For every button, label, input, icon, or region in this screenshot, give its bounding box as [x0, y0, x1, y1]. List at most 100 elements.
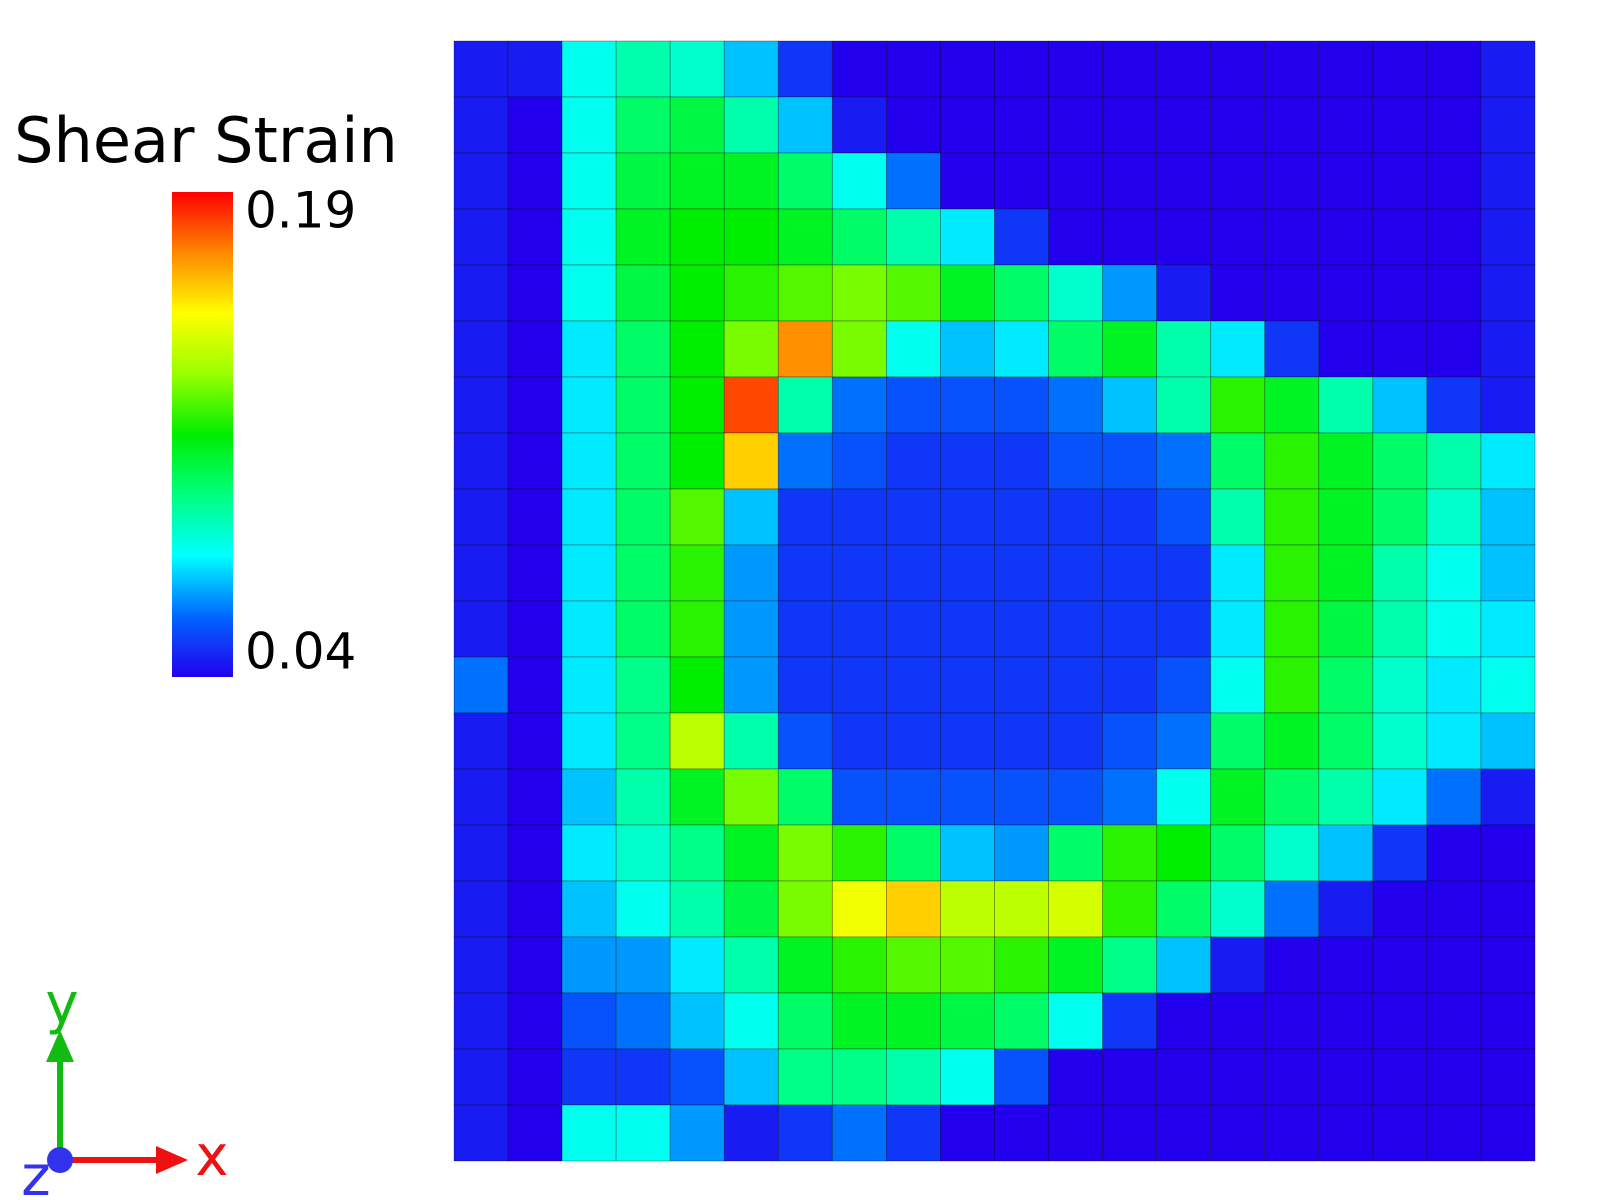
cell	[1210, 152, 1266, 210]
axes-triad: x y z	[21, 972, 228, 1200]
cell	[561, 656, 617, 714]
cell	[886, 992, 941, 1050]
cell	[940, 544, 995, 602]
cell	[777, 544, 833, 602]
cell	[453, 320, 509, 378]
cell	[940, 264, 995, 322]
cell	[1156, 208, 1212, 266]
cell	[1048, 768, 1104, 826]
cell	[1480, 432, 1536, 490]
cell	[1102, 936, 1158, 994]
cell	[1210, 600, 1266, 658]
cell	[1156, 264, 1212, 322]
cell	[1426, 320, 1482, 378]
cell	[669, 264, 725, 322]
cell	[507, 992, 563, 1050]
cell	[1102, 656, 1158, 714]
cell	[723, 376, 779, 434]
cell	[1048, 544, 1104, 602]
cell	[1264, 320, 1320, 378]
cell	[777, 264, 833, 322]
cell	[1426, 1104, 1482, 1162]
cell	[831, 152, 887, 210]
cell	[1372, 1048, 1428, 1106]
cell	[1102, 600, 1158, 658]
cell	[453, 824, 509, 882]
cell	[1372, 320, 1428, 378]
cell	[994, 600, 1049, 658]
cell	[994, 432, 1049, 490]
cell	[1102, 1104, 1158, 1162]
cell	[561, 40, 617, 98]
cell	[507, 96, 563, 154]
cell	[1318, 824, 1374, 882]
cell	[669, 432, 725, 490]
cell	[1480, 208, 1536, 266]
cell	[1210, 376, 1266, 434]
cell	[777, 376, 833, 434]
cell	[777, 40, 833, 98]
cell	[1480, 712, 1536, 770]
cell	[994, 1048, 1049, 1106]
cell	[1426, 880, 1482, 938]
y-axis-label: y	[45, 972, 78, 1037]
cell	[994, 488, 1049, 546]
cell	[777, 712, 833, 770]
cell	[1048, 1104, 1104, 1162]
cell	[1318, 96, 1374, 154]
cell	[1480, 376, 1536, 434]
cell	[1048, 208, 1104, 266]
cell	[886, 656, 941, 714]
cell	[1048, 992, 1104, 1050]
cell	[723, 488, 779, 546]
cell	[669, 1104, 725, 1162]
cell	[669, 600, 725, 658]
cell	[940, 432, 995, 490]
cell	[886, 208, 941, 266]
cell	[507, 376, 563, 434]
cell	[1048, 488, 1104, 546]
cell	[831, 1104, 887, 1162]
cell	[669, 40, 725, 98]
cell	[561, 544, 617, 602]
cell	[1318, 488, 1374, 546]
cell	[1264, 152, 1320, 210]
cell	[1210, 320, 1266, 378]
cell	[723, 992, 779, 1050]
cell	[886, 768, 941, 826]
cell	[940, 152, 995, 210]
cell	[1264, 544, 1320, 602]
cell	[1480, 992, 1536, 1050]
cell	[777, 96, 833, 154]
cell	[453, 208, 509, 266]
cell	[1210, 544, 1266, 602]
cell	[1264, 488, 1320, 546]
cell	[1210, 880, 1266, 938]
cell	[1426, 768, 1482, 826]
cell	[831, 656, 887, 714]
cell	[1480, 1104, 1536, 1162]
cell	[1426, 96, 1482, 154]
cell	[615, 320, 671, 378]
cell	[886, 824, 941, 882]
cell	[561, 320, 617, 378]
cell	[615, 96, 671, 154]
cell	[453, 600, 509, 658]
cell	[1480, 936, 1536, 994]
cell	[777, 936, 833, 994]
cell	[940, 488, 995, 546]
cell	[1372, 824, 1428, 882]
cell	[561, 712, 617, 770]
cell	[831, 936, 887, 994]
cell	[1318, 320, 1374, 378]
cell	[1372, 96, 1428, 154]
cell	[886, 320, 941, 378]
cell	[1210, 96, 1266, 154]
cell	[886, 488, 941, 546]
cell	[1318, 432, 1374, 490]
cell	[453, 488, 509, 546]
z-axis-dot	[47, 1147, 73, 1173]
cell	[453, 376, 509, 434]
cell	[669, 936, 725, 994]
colorbar-tick-label: 0.19	[245, 182, 356, 240]
